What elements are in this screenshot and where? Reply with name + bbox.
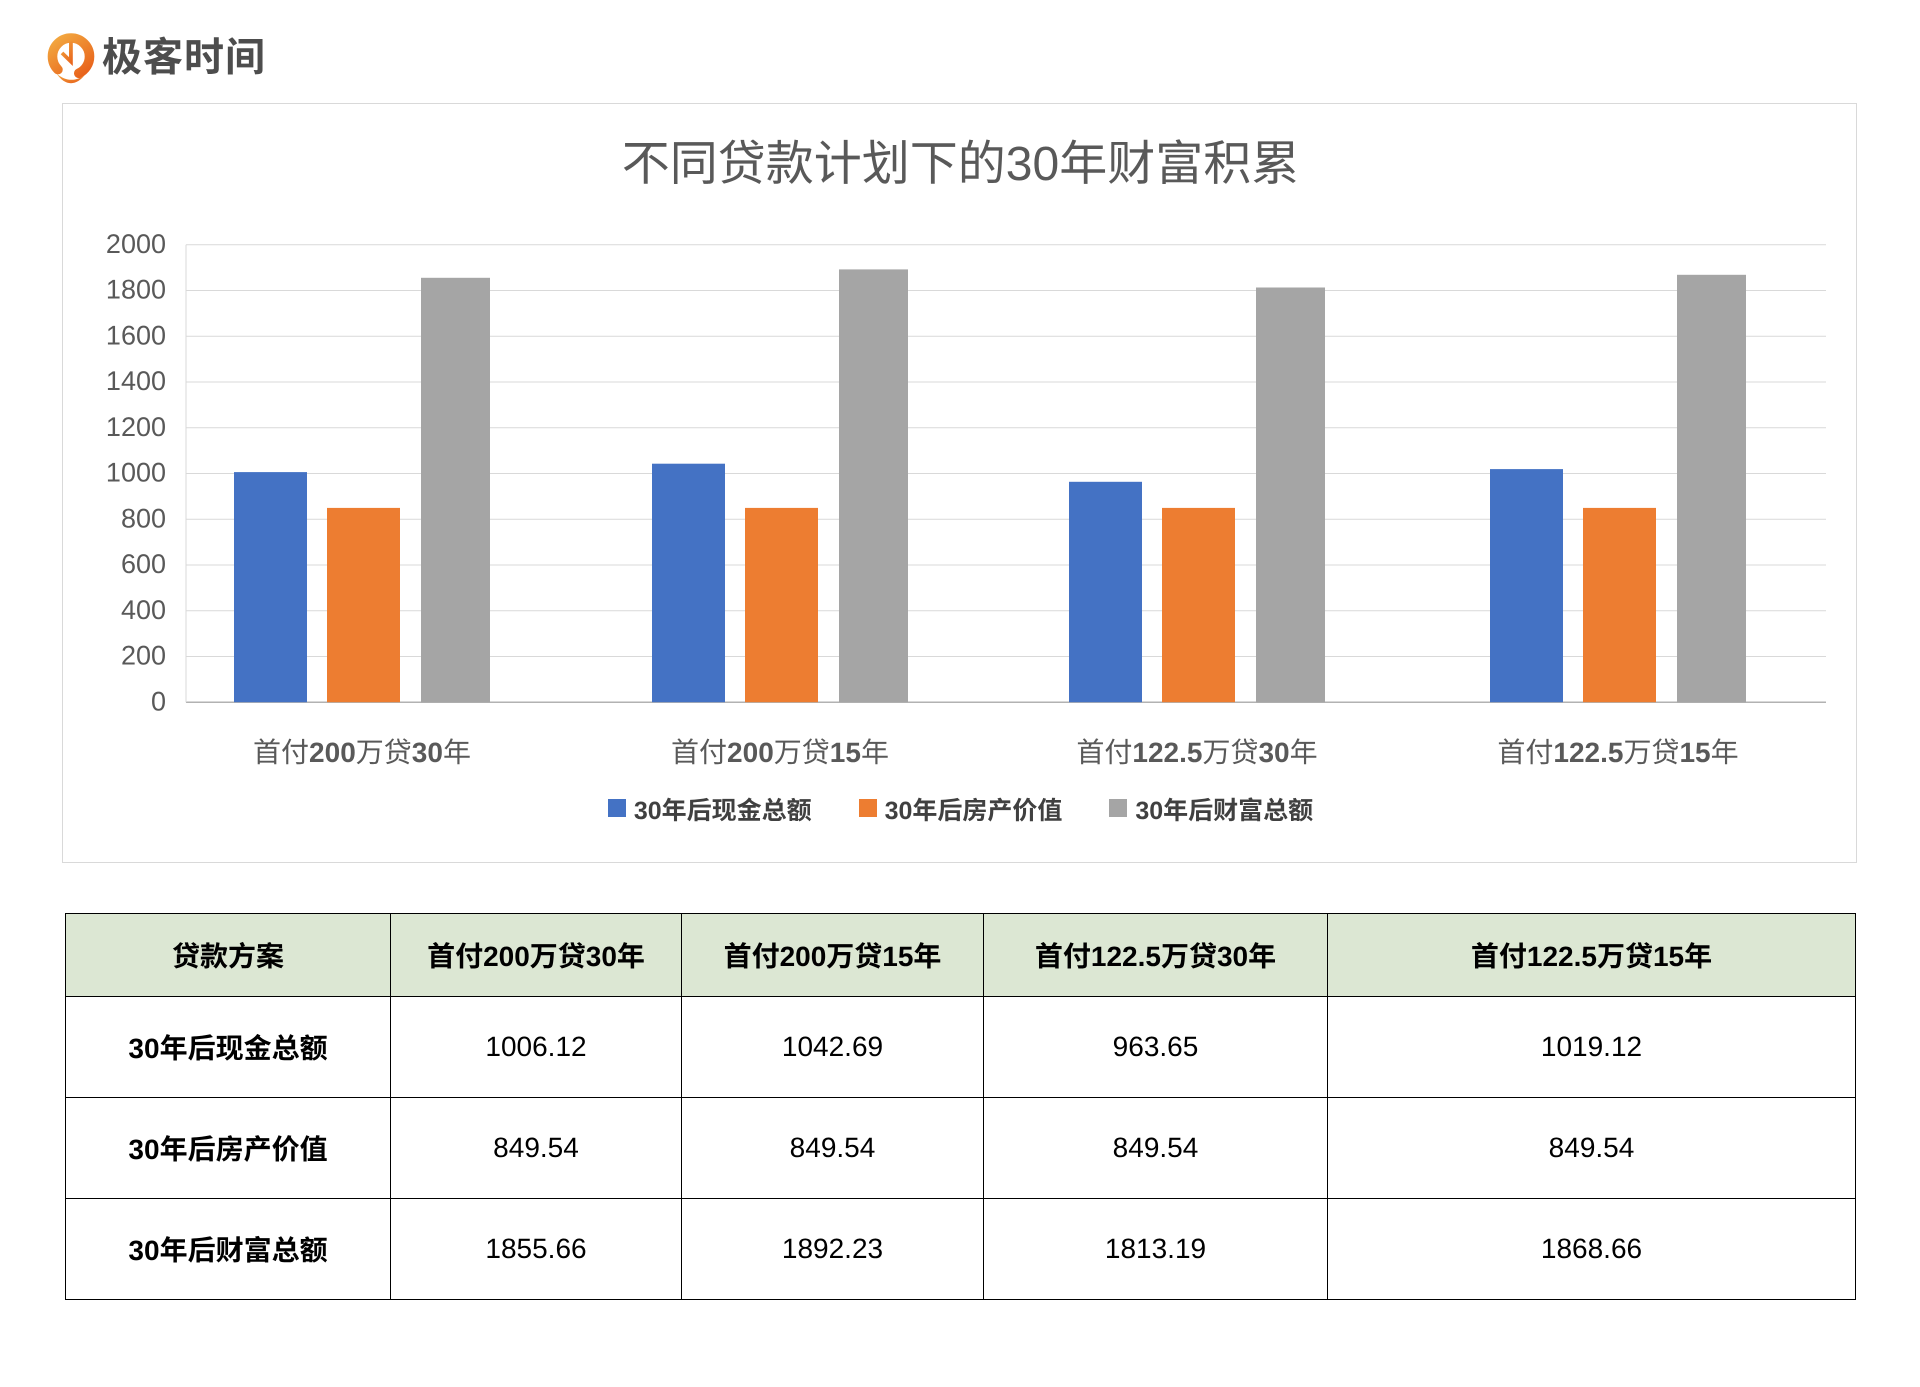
svg-text:1000: 1000 — [106, 458, 166, 488]
svg-text:400: 400 — [121, 595, 166, 625]
svg-text:200: 200 — [121, 641, 166, 671]
svg-text:800: 800 — [121, 503, 166, 533]
svg-text:1600: 1600 — [106, 320, 166, 350]
svg-text:1400: 1400 — [106, 366, 166, 396]
svg-text:0: 0 — [151, 686, 166, 716]
svg-text:1800: 1800 — [106, 275, 166, 305]
svg-text:600: 600 — [121, 549, 166, 579]
svg-text:2000: 2000 — [106, 229, 166, 259]
svg-text:1200: 1200 — [106, 412, 166, 442]
